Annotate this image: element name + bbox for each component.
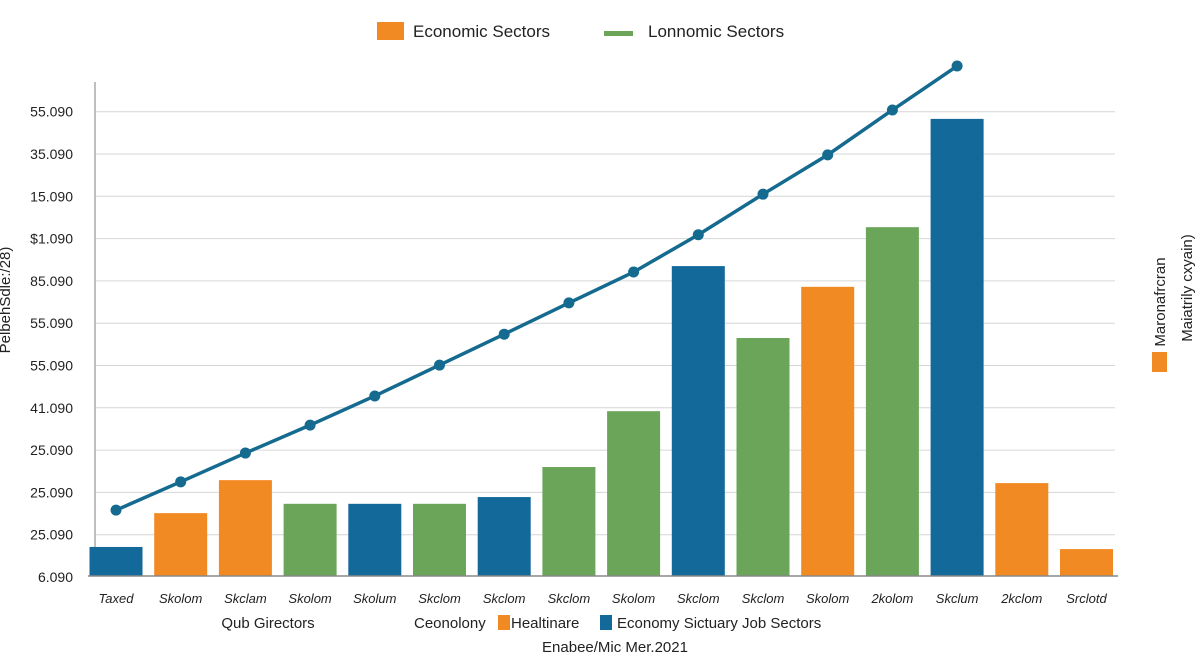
line-point-7 xyxy=(498,328,510,340)
bottom-legend-swatch-1 xyxy=(498,615,510,630)
y-tick-label: 25.090 xyxy=(30,442,73,458)
y-tick-label: 55.090 xyxy=(30,315,73,331)
x-tick-label: Skclom xyxy=(548,591,591,606)
y-tick-label: 85.090 xyxy=(30,273,73,289)
x-tick-label: Skclum xyxy=(936,591,979,606)
bar-11 xyxy=(736,338,790,576)
y-tick-label: 15.090 xyxy=(30,188,73,204)
bottom-legend-item-0: Ceonolony xyxy=(414,615,486,632)
x-tick-labels: Taxed Skolom Skclam Skolom Skolum Skclom Skclo… xyxy=(99,591,1108,606)
right-legend-swatch xyxy=(1152,352,1167,372)
x-tick-label: Srclotd xyxy=(1066,591,1107,606)
x-tick-label: Skclom xyxy=(677,591,720,606)
y-axis-label: PelbehSdle:/28) xyxy=(0,247,14,354)
y-tick-label: 55.090 xyxy=(30,358,73,374)
y-tick-label: 25.090 xyxy=(30,527,73,543)
right-legend-label-1: Maronafrcran xyxy=(1152,257,1169,346)
legend-swatch-economic xyxy=(377,22,404,40)
x-tick-label: Skolom xyxy=(159,591,203,606)
bar-1 xyxy=(89,546,143,576)
bar-3 xyxy=(218,480,272,576)
trend-line xyxy=(115,64,959,512)
line-point-8 xyxy=(563,297,575,309)
y-tick-label: 41.090 xyxy=(30,400,73,416)
bar-14 xyxy=(930,118,984,577)
bar-6 xyxy=(413,503,466,576)
x-tick-label: Skolom xyxy=(288,591,332,606)
bottom-legend-item-2: Economy Sictuary Job Sectors xyxy=(617,615,821,632)
right-legend: Maronafrcran Maiatrily cxyain) xyxy=(1152,234,1196,372)
line-point-1 xyxy=(110,504,122,516)
line-point-6 xyxy=(434,359,445,371)
x-tick-label: Skclom xyxy=(742,591,785,606)
x-tick-label: Skolom xyxy=(806,591,850,606)
x-tick-label: Skolum xyxy=(353,591,397,606)
x-tick-label: Skclam xyxy=(224,591,267,606)
bottom-group-label: Qub Girectors xyxy=(221,615,314,632)
bottom-legend-item-1: Healtinare xyxy=(511,615,579,632)
bottom-legend: Qub Girectors Ceonolony Healtinare Econo… xyxy=(221,615,821,632)
line-point-3 xyxy=(239,447,251,459)
bar-10 xyxy=(671,266,725,576)
x-tick-label: Skclom xyxy=(483,591,526,606)
bar-13 xyxy=(865,227,919,576)
x-axis-label: Enabee/Mic Mer.2021 xyxy=(542,639,688,654)
line-point-5 xyxy=(369,390,381,402)
bar-2 xyxy=(154,513,208,576)
bar-16 xyxy=(1060,549,1113,576)
bar-9 xyxy=(607,411,661,576)
legend-label-economic: Economic Sectors xyxy=(413,22,550,41)
x-tick-label: 2kclom xyxy=(1000,591,1042,606)
x-tick-label: Skolom xyxy=(612,591,656,606)
bar-8 xyxy=(542,467,596,576)
bar-5 xyxy=(348,503,402,576)
y-tick-labels: 6.090 25.090 25.090 25.090 41.090 55.090 55.09… xyxy=(30,104,73,585)
x-tick-label: Taxed xyxy=(99,591,135,606)
bars xyxy=(89,118,1113,577)
line-point-10 xyxy=(692,229,704,241)
y-tick-label: 6.090 xyxy=(38,569,73,585)
line-series xyxy=(110,60,963,516)
y-tick-label: 35.090 xyxy=(30,146,73,162)
legend-label-lonnomic: Lonnomic Sectors xyxy=(648,22,784,41)
bar-12 xyxy=(801,286,855,576)
x-tick-label: 2kolom xyxy=(870,591,913,606)
bar-4 xyxy=(283,503,337,576)
line-point-9 xyxy=(628,266,640,278)
line-point-4 xyxy=(304,419,316,431)
right-legend-label-2: Maiatrily cxyain) xyxy=(1179,234,1196,342)
legend-top: Economic Sectors Lonnomic Sectors xyxy=(377,22,784,41)
bar-7 xyxy=(477,497,531,576)
line-point-11 xyxy=(757,188,769,200)
x-tick-label: Skclom xyxy=(418,591,461,606)
bar-15 xyxy=(995,483,1049,576)
bottom-legend-swatch-2 xyxy=(600,615,612,630)
line-point-13 xyxy=(886,104,898,116)
line-point-2 xyxy=(175,476,187,488)
legend-swatch-lonnomic xyxy=(604,31,633,36)
y-tick-label: 55.090 xyxy=(30,104,73,120)
y-tick-label: $1.090 xyxy=(30,231,73,247)
line-point-12 xyxy=(822,149,834,161)
line-point-14 xyxy=(951,60,963,72)
y-tick-label: 25.090 xyxy=(30,484,73,500)
